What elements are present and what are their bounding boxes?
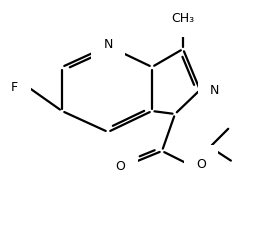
Text: N: N <box>103 38 113 51</box>
Text: CH₃: CH₃ <box>172 12 195 25</box>
Text: F: F <box>11 81 18 94</box>
Text: O: O <box>115 160 125 173</box>
Text: O: O <box>196 158 206 171</box>
Text: N: N <box>210 84 219 97</box>
